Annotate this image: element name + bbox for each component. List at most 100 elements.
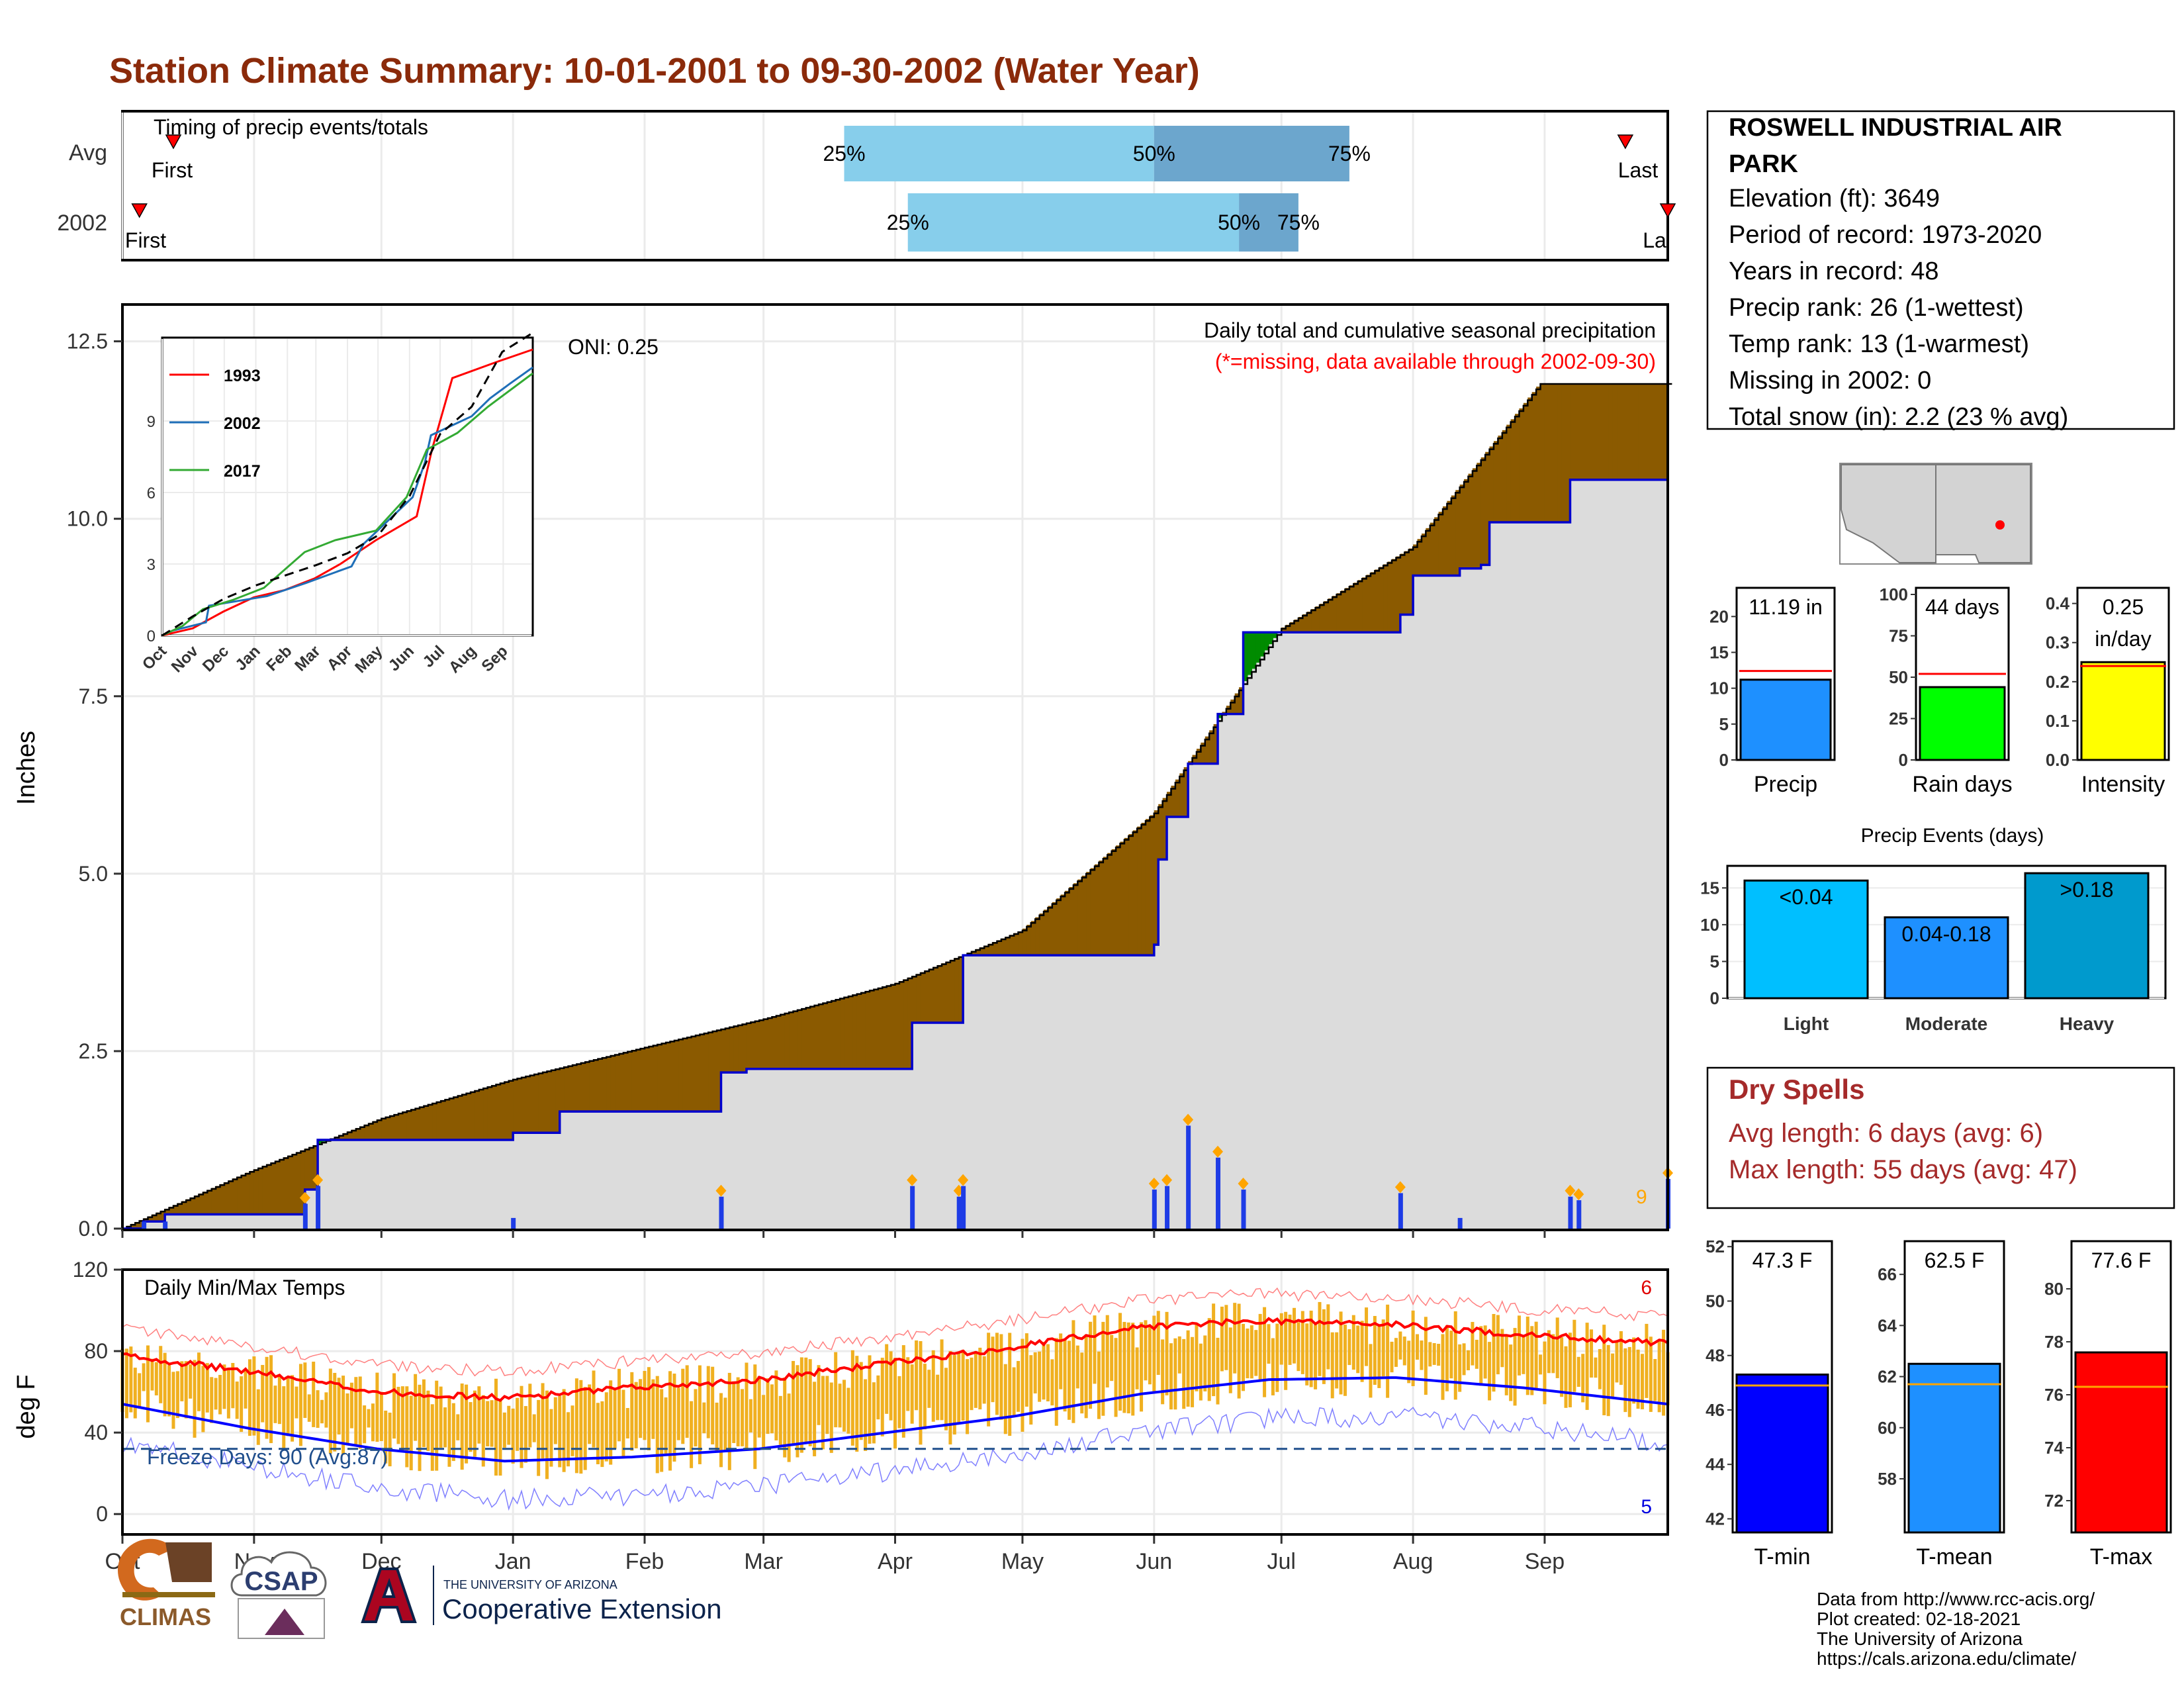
precip-deficit-band xyxy=(1468,473,1473,569)
precip-deficit-band xyxy=(1426,528,1431,576)
temp-daily-range-bar xyxy=(609,1380,613,1465)
temp-daily-range-bar xyxy=(1297,1322,1300,1372)
precip-deficit-band xyxy=(394,1114,399,1140)
temp-daily-range-bar xyxy=(1488,1342,1492,1401)
timing-2002-last-label: La xyxy=(1643,228,1666,252)
temp-daily-range-bar xyxy=(1611,1353,1615,1397)
precip-surplus-band xyxy=(1218,714,1223,718)
x-axis-month-label-jul: Jul xyxy=(1267,1549,1296,1574)
temp-average-min-line xyxy=(122,1376,1668,1463)
footer-plot-date: Plot created: 02-18-2021 xyxy=(1817,1609,2021,1629)
precip-summary-y-tick-label: 5 xyxy=(1719,714,1729,734)
temp-daily-range-bar xyxy=(588,1384,592,1444)
precip-daily-bar xyxy=(1216,1157,1221,1229)
temp-daily-range-bar xyxy=(354,1377,358,1446)
precip-deficit-band xyxy=(682,1038,688,1112)
precip-deficit-band xyxy=(377,1119,382,1140)
precip-deficit-band xyxy=(1357,580,1363,633)
precip-deficit-band xyxy=(279,1158,285,1215)
precip-deficit-band xyxy=(937,964,942,1023)
precip-deficit-band xyxy=(160,1210,165,1222)
temp-daily-range-bar xyxy=(286,1378,290,1436)
precip-deficit-band xyxy=(1587,383,1592,480)
precip-extreme-marker xyxy=(312,1174,324,1186)
temp-daily-range-bar xyxy=(210,1377,214,1423)
precip-deficit-band xyxy=(292,1153,297,1215)
temp-daily-range-bar xyxy=(244,1369,248,1409)
temp-daily-range-bar xyxy=(766,1378,770,1434)
temp-daily-range-bar xyxy=(778,1395,782,1445)
precip-deficit-band xyxy=(780,1013,786,1069)
x-axis-month-label-mar: Mar xyxy=(744,1549,783,1574)
temp-daily-range-bar xyxy=(129,1346,133,1413)
temp-daily-range-bar xyxy=(1458,1344,1462,1392)
temp-daily-range-bar xyxy=(481,1395,485,1467)
temp-daily-range-bar xyxy=(150,1358,154,1391)
precip-summary-category-label: Precip xyxy=(1754,772,1817,797)
temp-daily-range-bar xyxy=(799,1357,803,1453)
precip-daily-bar xyxy=(1152,1190,1157,1229)
temp-daily-range-bar xyxy=(1377,1325,1381,1388)
temp-daily-range-bar xyxy=(261,1364,265,1423)
precip-deficit-band xyxy=(874,988,879,1069)
precip-deficit-band xyxy=(929,968,934,1023)
temp-daily-range-bar xyxy=(672,1374,676,1462)
temp-daily-range-bar xyxy=(1335,1332,1339,1389)
precip-deficit-band xyxy=(1621,383,1626,480)
precip-extreme-marker xyxy=(1161,1174,1173,1186)
precip-extreme-marker xyxy=(1565,1184,1576,1197)
precip-daily-bar xyxy=(316,1186,321,1229)
precip-summary-category-label: Intensity xyxy=(2081,772,2165,797)
precip-events-category-heavy: Heavy xyxy=(2060,1013,2115,1034)
precip-deficit-band xyxy=(529,1074,535,1133)
temp-daily-range-bar xyxy=(727,1372,731,1470)
precip-deficit-band xyxy=(1171,785,1176,818)
precip-deficit-band xyxy=(895,982,900,1069)
timing-2002-first-marker xyxy=(131,203,148,218)
precip-deficit-band xyxy=(1362,577,1367,633)
temp-daily-range-bar xyxy=(307,1394,311,1422)
precip-deficit-band xyxy=(1196,749,1201,764)
temp-daily-range-bar xyxy=(1339,1311,1343,1395)
temp-daily-range-bar xyxy=(1288,1314,1292,1365)
precip-deficit-band xyxy=(1035,917,1040,956)
timing-2002-first-label: First xyxy=(125,228,166,252)
temp-y-tick-label: 80 xyxy=(84,1339,108,1363)
temp-daily-range-bar xyxy=(142,1363,146,1391)
precip-deficit-band xyxy=(700,1033,705,1112)
temp-daily-range-bar xyxy=(923,1364,927,1430)
precip-deficit-band xyxy=(878,988,883,1069)
temp-daily-range-bar xyxy=(889,1351,893,1421)
precip-deficit-band xyxy=(1077,879,1083,956)
temp-daily-range-bar xyxy=(885,1344,889,1414)
precip-deficit-band xyxy=(173,1205,178,1215)
timing-avg-p50-label: 50% xyxy=(1133,142,1175,165)
precip-deficit-band xyxy=(1044,910,1049,956)
station-period: Period of record: 1973-2020 xyxy=(1729,221,2042,249)
precip-deficit-band xyxy=(462,1094,467,1140)
precip-deficit-band xyxy=(1239,687,1244,714)
temp-daily-range-bar xyxy=(1581,1354,1585,1403)
temp-daily-range-bar xyxy=(583,1387,587,1470)
temp-daily-range-bar xyxy=(1250,1325,1253,1379)
timing-row-2002-label: 2002 xyxy=(57,211,107,236)
dry-spells-avg: Avg length: 6 days (avg: 6) xyxy=(1729,1119,2043,1148)
precip-deficit-band xyxy=(525,1076,531,1133)
precip-deficit-band xyxy=(623,1052,628,1112)
temp-daily-range-bar xyxy=(974,1351,978,1408)
timing-2002-bar-25-50 xyxy=(907,193,1240,252)
precip-deficit-band xyxy=(1073,883,1078,956)
temp-daily-range-bar xyxy=(537,1399,541,1476)
temp-daily-range-bar xyxy=(864,1379,868,1451)
precip-deficit-band xyxy=(1234,693,1240,714)
precip-deficit-band xyxy=(411,1109,416,1140)
precip-note-title: Daily total and cumulative seasonal prec… xyxy=(1204,318,1656,342)
precip-deficit-band xyxy=(903,979,909,1069)
precip-deficit-band xyxy=(373,1121,378,1140)
precip-deficit-band xyxy=(865,991,870,1069)
station-location-marker xyxy=(1995,520,2005,530)
temp-daily-range-bar xyxy=(604,1392,608,1462)
precip-events-y-tick-label: 10 xyxy=(1700,915,1719,935)
precip-deficit-band xyxy=(224,1182,229,1215)
temp-daily-range-bar xyxy=(668,1371,672,1471)
